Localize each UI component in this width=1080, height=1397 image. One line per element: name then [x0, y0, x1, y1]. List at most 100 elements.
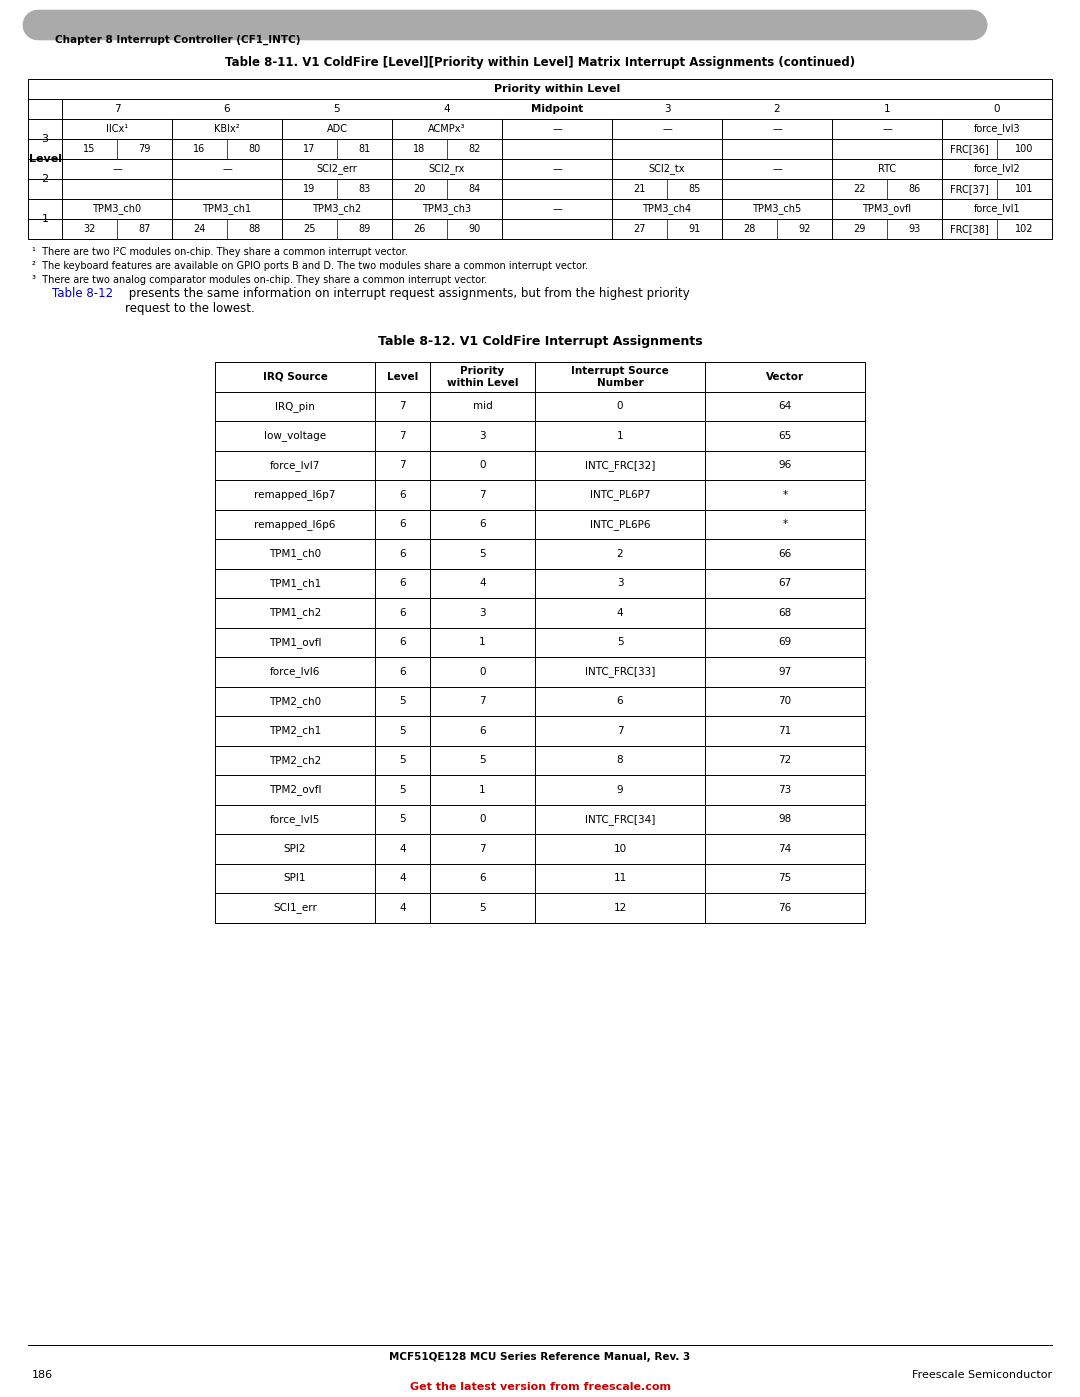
Text: ¹  There are two I²C modules on-chip. They share a common interrupt vector.: ¹ There are two I²C modules on-chip. The…: [32, 247, 408, 257]
Text: FRC[37]: FRC[37]: [950, 184, 989, 194]
Text: 3: 3: [617, 578, 623, 588]
Text: 21: 21: [633, 184, 646, 194]
Text: 11: 11: [613, 873, 626, 883]
Text: 25: 25: [303, 224, 315, 235]
Text: ADC: ADC: [326, 124, 348, 134]
Text: 19: 19: [303, 184, 315, 194]
Text: 71: 71: [779, 726, 792, 736]
Text: 1: 1: [883, 103, 890, 115]
Text: 6: 6: [400, 549, 406, 559]
Text: TPM2_ch2: TPM2_ch2: [269, 754, 321, 766]
Text: —: —: [772, 124, 782, 134]
Text: 5: 5: [400, 726, 406, 736]
Text: 1: 1: [480, 785, 486, 795]
Text: mid: mid: [473, 401, 492, 411]
Text: *: *: [782, 520, 787, 529]
Text: 7: 7: [480, 696, 486, 707]
Text: 88: 88: [248, 224, 260, 235]
Text: 80: 80: [248, 144, 260, 154]
Text: Priority
within Level: Priority within Level: [447, 366, 518, 387]
Text: 4: 4: [400, 844, 406, 854]
Text: INTC_FRC[32]: INTC_FRC[32]: [584, 460, 656, 471]
Text: 69: 69: [779, 637, 792, 647]
Bar: [215, 362, 865, 922]
Text: 3: 3: [41, 134, 49, 144]
Text: 1: 1: [480, 637, 486, 647]
Text: 3: 3: [480, 430, 486, 440]
Text: Level: Level: [28, 154, 62, 163]
Text: 81: 81: [359, 144, 370, 154]
Text: *: *: [782, 490, 787, 500]
Text: TPM2_ovfl: TPM2_ovfl: [269, 784, 321, 795]
Text: 4: 4: [480, 578, 486, 588]
Text: 17: 17: [303, 144, 315, 154]
Text: 4: 4: [400, 873, 406, 883]
Text: TPM3_ch3: TPM3_ch3: [422, 204, 472, 215]
Text: 5: 5: [400, 696, 406, 707]
Text: ACMPx³: ACMPx³: [429, 124, 465, 134]
Text: 75: 75: [779, 873, 792, 883]
Text: 86: 86: [908, 184, 920, 194]
Text: IICx¹: IICx¹: [106, 124, 129, 134]
Text: 27: 27: [633, 224, 646, 235]
Text: INTC_PL6P7: INTC_PL6P7: [590, 489, 650, 500]
Text: force_lvl1: force_lvl1: [974, 204, 1021, 215]
Text: 6: 6: [400, 666, 406, 676]
Bar: [28, 80, 1052, 239]
Text: 3: 3: [480, 608, 486, 617]
Text: 7: 7: [400, 430, 406, 440]
Text: 7: 7: [400, 401, 406, 411]
Text: TPM3_ch2: TPM3_ch2: [312, 204, 362, 215]
Text: SCI1_err: SCI1_err: [273, 902, 316, 914]
Text: 5: 5: [334, 103, 340, 115]
Text: 2: 2: [773, 103, 781, 115]
Text: IRQ_pin: IRQ_pin: [275, 401, 315, 412]
Text: 32: 32: [83, 224, 96, 235]
Text: 4: 4: [400, 902, 406, 912]
Text: —: —: [112, 163, 122, 175]
Text: 1: 1: [617, 430, 623, 440]
Text: 101: 101: [1015, 184, 1034, 194]
Text: Midpoint: Midpoint: [531, 103, 583, 115]
Text: 6: 6: [480, 873, 486, 883]
Text: TPM3_ch0: TPM3_ch0: [93, 204, 141, 215]
Text: INTC_PL6P6: INTC_PL6P6: [590, 518, 650, 529]
Text: 0: 0: [480, 666, 486, 676]
Text: ²  The keyboard features are available on GPIO ports B and D. The two modules sh: ² The keyboard features are available on…: [32, 261, 589, 271]
Text: TPM1_ovfl: TPM1_ovfl: [269, 637, 321, 648]
Text: 72: 72: [779, 756, 792, 766]
Text: Table 8-12: Table 8-12: [52, 286, 113, 300]
Text: 82: 82: [469, 144, 481, 154]
Text: 6: 6: [400, 520, 406, 529]
Text: 70: 70: [779, 696, 792, 707]
Text: 29: 29: [853, 224, 866, 235]
Text: TPM1_ch0: TPM1_ch0: [269, 548, 321, 559]
Text: 83: 83: [359, 184, 370, 194]
Text: 91: 91: [688, 224, 701, 235]
Text: 2: 2: [41, 175, 49, 184]
Text: 7: 7: [113, 103, 120, 115]
Text: FRC[38]: FRC[38]: [950, 224, 989, 235]
Text: 85: 85: [688, 184, 701, 194]
Text: 87: 87: [138, 224, 151, 235]
Text: 5: 5: [480, 756, 486, 766]
Text: 9: 9: [617, 785, 623, 795]
Text: 64: 64: [779, 401, 792, 411]
Text: 97: 97: [779, 666, 792, 676]
Text: —: —: [222, 163, 232, 175]
Text: 0: 0: [480, 814, 486, 824]
Text: Table 8-12. V1 ColdFire Interrupt Assignments: Table 8-12. V1 ColdFire Interrupt Assign…: [378, 335, 702, 348]
Text: INTC_FRC[33]: INTC_FRC[33]: [584, 666, 656, 678]
Text: 102: 102: [1015, 224, 1034, 235]
Text: 5: 5: [480, 549, 486, 559]
Text: low_voltage: low_voltage: [264, 430, 326, 441]
Text: Vector: Vector: [766, 372, 805, 381]
Text: 6: 6: [224, 103, 230, 115]
Text: —: —: [552, 163, 562, 175]
Text: —: —: [662, 124, 672, 134]
Text: 0: 0: [617, 401, 623, 411]
Text: 5: 5: [617, 637, 623, 647]
Text: 5: 5: [400, 785, 406, 795]
Text: 5: 5: [480, 902, 486, 912]
Text: Chapter 8 Interrupt Controller (CF1_INTC): Chapter 8 Interrupt Controller (CF1_INTC…: [55, 35, 300, 45]
